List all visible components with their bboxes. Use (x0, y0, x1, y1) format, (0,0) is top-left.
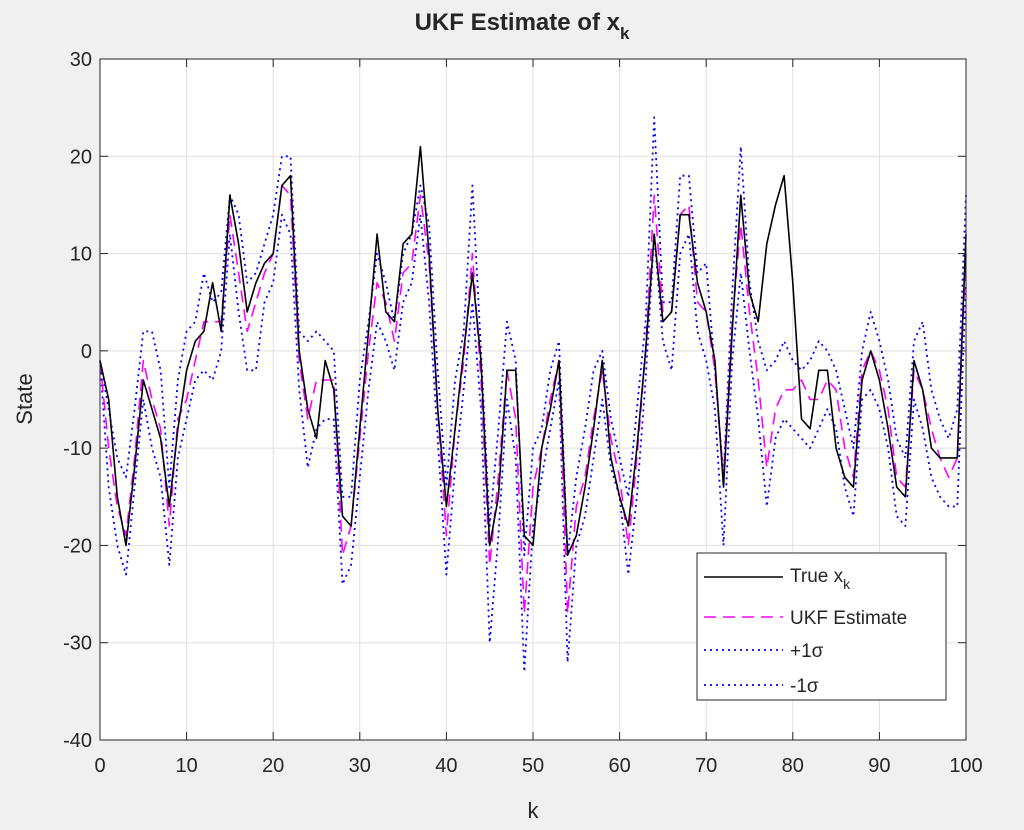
x-axis-label: k (528, 798, 540, 823)
x-tick-label: 40 (435, 755, 457, 777)
x-tick-label: 70 (695, 755, 717, 777)
x-tick-label: 80 (782, 755, 804, 777)
legend: True xk UKF Estimate +1σ -1σ (696, 552, 947, 701)
x-tick-label: 60 (608, 755, 630, 777)
x-ticks: 0 10 20 30 40 50 60 70 80 90 100 (94, 59, 983, 777)
y-tick-label: 20 (70, 146, 92, 168)
legend-label-true: True xk (790, 566, 851, 592)
legend-label-minus-sigma: -1σ (790, 676, 819, 697)
y-tick-label: -30 (63, 633, 92, 655)
x-tick-label: 100 (949, 755, 982, 777)
legend-label-ukf: UKF Estimate (790, 608, 907, 629)
y-tick-label: 0 (81, 341, 92, 363)
x-tick-label: 20 (262, 755, 284, 777)
x-tick-label: 0 (94, 755, 105, 777)
legend-label-true-sub: k (843, 576, 851, 592)
legend-label-plus-sigma: +1σ (790, 641, 824, 662)
y-tick-label: 10 (70, 244, 92, 266)
y-tick-label: 30 (70, 49, 92, 71)
legend-label-true-main: True x (790, 566, 844, 587)
y-axis-label: State (12, 373, 37, 424)
series-layer (99, 116, 967, 673)
x-tick-label: 90 (868, 755, 890, 777)
y-tick-label: -10 (63, 438, 92, 460)
y-tick-label: -20 (63, 535, 92, 557)
series-plus-sigma-line (99, 116, 967, 557)
x-tick-label: 10 (175, 755, 197, 777)
y-ticks: -40 -30 -20 -10 0 10 20 30 (63, 49, 966, 752)
x-tick-label: 50 (522, 755, 544, 777)
chart-title: UKF Estimate of xk (415, 9, 630, 43)
x-tick-label: 30 (349, 755, 371, 777)
series-minus-sigma-line (99, 213, 967, 673)
y-tick-label: -40 (63, 730, 92, 752)
chart-title-main: UKF Estimate of x (415, 9, 621, 36)
chart-title-subscript: k (620, 24, 630, 43)
series-true-line (99, 145, 967, 557)
series-ukf-estimate-line (99, 184, 967, 615)
